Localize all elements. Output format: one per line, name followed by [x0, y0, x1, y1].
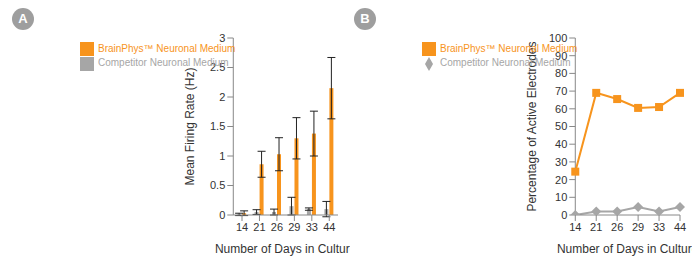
svg-text:60: 60 [555, 103, 567, 115]
svg-text:33: 33 [306, 221, 318, 233]
svg-text:40: 40 [555, 138, 567, 150]
svg-text:1.5: 1.5 [210, 120, 225, 132]
svg-text:10: 10 [555, 191, 567, 203]
svg-text:29: 29 [632, 221, 644, 233]
svg-text:Percentage of Active Electrode: Percentage of Active Electrodes [525, 41, 539, 211]
svg-text:3: 3 [219, 32, 225, 44]
svg-text:2.5: 2.5 [210, 61, 225, 73]
svg-text:Number of Days in Culture: Number of Days in Culture [215, 242, 350, 256]
svg-text:80: 80 [555, 67, 567, 79]
svg-text:14: 14 [569, 221, 581, 233]
svg-text:70: 70 [555, 85, 567, 97]
svg-text:0: 0 [219, 209, 225, 221]
svg-text:21: 21 [253, 221, 265, 233]
svg-text:26: 26 [611, 221, 623, 233]
svg-text:0: 0 [561, 209, 567, 221]
svg-text:2: 2 [219, 91, 225, 103]
svg-text:30: 30 [555, 156, 567, 168]
svg-text:90: 90 [555, 50, 567, 62]
svg-text:44: 44 [323, 221, 335, 233]
svg-text:100: 100 [549, 32, 567, 44]
svg-text:50: 50 [555, 120, 567, 132]
svg-text:29: 29 [288, 221, 300, 233]
svg-text:Mean Firing Rate (Hz): Mean Firing Rate (Hz) [183, 67, 197, 185]
svg-text:44: 44 [674, 221, 686, 233]
svg-text:Number of Days in Culture: Number of Days in Culture [557, 242, 692, 256]
svg-text:26: 26 [271, 221, 283, 233]
svg-text:14: 14 [236, 221, 248, 233]
svg-text:33: 33 [653, 221, 665, 233]
svg-text:21: 21 [590, 221, 602, 233]
svg-text:0.5: 0.5 [210, 179, 225, 191]
svg-text:1: 1 [219, 150, 225, 162]
svg-text:20: 20 [555, 174, 567, 186]
